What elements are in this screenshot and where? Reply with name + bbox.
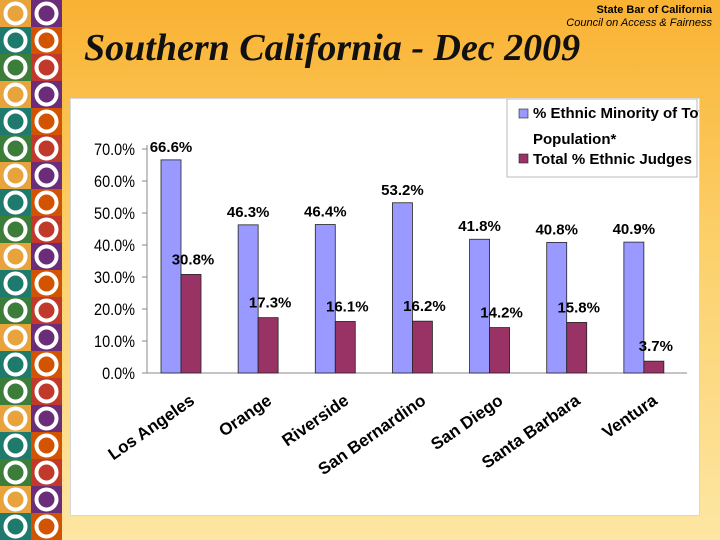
- category-label: Riverside: [279, 391, 353, 450]
- deco-ring: [34, 217, 59, 242]
- bar-ethnic-minority: [237, 224, 259, 374]
- bar-ethnic-judges: [180, 274, 202, 374]
- deco-ring: [3, 433, 28, 458]
- data-label: 15.8%: [557, 299, 600, 316]
- category-label: Ventura: [599, 390, 661, 442]
- y-tick-label: 60.0%: [94, 173, 135, 191]
- y-tick-label: 10.0%: [94, 333, 135, 351]
- data-label: 40.9%: [613, 221, 656, 238]
- category-label: Orange: [215, 391, 275, 441]
- deco-ring: [3, 460, 28, 485]
- deco-ring: [34, 136, 59, 161]
- deco-ring: [34, 55, 59, 80]
- deco-ring: [34, 460, 59, 485]
- deco-ring: [3, 352, 28, 377]
- deco-ring: [34, 244, 59, 269]
- deco-ring: [3, 379, 28, 404]
- deco-ring: [3, 28, 28, 53]
- legend-label-ethnic-minority: % Ethnic Minority of Total Population*: [533, 105, 699, 148]
- organization-name: State Bar of California: [596, 4, 712, 16]
- bar-ethnic-judges: [566, 322, 588, 374]
- deco-ring: [34, 109, 59, 134]
- deco-ring: [3, 82, 28, 107]
- deco-ring: [3, 271, 28, 296]
- bar-ethnic-judges: [489, 327, 510, 374]
- bar-chart: 0.0% 10.0% 20.0% 30.0% 40.0% 50.0% 60.0% 70.0% 6…: [94, 99, 699, 479]
- decorative-pattern-strip: [0, 0, 62, 540]
- data-label: 53.2%: [381, 182, 424, 199]
- data-label: 16.2%: [403, 298, 446, 315]
- deco-ring: [34, 28, 59, 53]
- deco-ring: [34, 1, 59, 26]
- legend-label-ethnic-judges: Total % Ethnic Judges: [533, 151, 692, 168]
- deco-ring: [34, 190, 59, 215]
- bar-ethnic-minority: [160, 159, 182, 374]
- chart-panel: 0.0% 10.0% 20.0% 30.0% 40.0% 50.0% 60.0% 70.0% 6…: [70, 98, 700, 516]
- bar-ethnic-judges: [643, 360, 665, 374]
- deco-ring: [3, 190, 28, 215]
- data-label: 46.3%: [227, 204, 270, 221]
- bar-ethnic-judges: [334, 321, 356, 374]
- legend-box: [506, 99, 698, 178]
- y-tick-label: 40.0%: [94, 237, 135, 255]
- deco-ring: [34, 325, 59, 350]
- data-label: 3.7%: [639, 338, 673, 355]
- slide-title: Southern California - Dec 2009: [84, 27, 581, 69]
- deco-ring: [3, 136, 28, 161]
- bar-ethnic-minority: [546, 242, 568, 374]
- deco-ring: [34, 379, 59, 404]
- data-label: 30.8%: [172, 251, 215, 268]
- category-label: Los Angeles: [105, 391, 198, 464]
- y-tick-label: 0.0%: [102, 365, 135, 383]
- deco-ring: [3, 244, 28, 269]
- deco-ring: [34, 487, 59, 512]
- deco-ring: [3, 406, 28, 431]
- deco-ring: [34, 406, 59, 431]
- deco-ring: [34, 82, 59, 107]
- deco-ring: [3, 298, 28, 323]
- deco-ring: [34, 298, 59, 323]
- council-name: Council on Access & Fairness: [566, 17, 712, 29]
- legend-swatch-ethnic-minority: [518, 108, 529, 119]
- deco-ring: [3, 325, 28, 350]
- deco-ring: [34, 433, 59, 458]
- deco-ring: [34, 352, 59, 377]
- y-tick-label: 30.0%: [94, 269, 135, 287]
- legend: % Ethnic Minority of Total Population* Tot…: [506, 99, 699, 178]
- legend-swatch-ethnic-judges: [518, 153, 529, 164]
- y-tick-label: 20.0%: [94, 301, 135, 319]
- deco-ring: [3, 487, 28, 512]
- data-label: 17.3%: [249, 295, 292, 312]
- bar-ethnic-judges: [257, 317, 279, 374]
- bar-ethnic-minority: [469, 238, 490, 374]
- data-label: 16.1%: [326, 298, 369, 315]
- deco-ring: [3, 163, 28, 188]
- data-label: 40.8%: [535, 221, 578, 238]
- data-label: 41.8%: [458, 218, 501, 235]
- deco-ring: [3, 109, 28, 134]
- bar-ethnic-minority: [314, 224, 336, 374]
- data-label: 46.4%: [304, 204, 347, 221]
- bar-ethnic-minority: [623, 241, 645, 374]
- deco-ring: [3, 55, 28, 80]
- organization-header: State Bar of California Council on Acces…: [566, 4, 712, 30]
- deco-ring: [3, 217, 28, 242]
- deco-ring: [34, 163, 59, 188]
- deco-ring: [3, 1, 28, 26]
- y-tick-label: 70.0%: [94, 141, 135, 159]
- bar-ethnic-judges: [412, 320, 433, 374]
- data-label: 66.6%: [150, 139, 193, 156]
- y-tick-label: 50.0%: [94, 205, 135, 223]
- deco-ring: [3, 514, 28, 539]
- deco-ring: [34, 514, 59, 539]
- deco-ring: [34, 271, 59, 296]
- bar-ethnic-minority: [392, 202, 413, 374]
- data-label: 14.2%: [480, 305, 523, 322]
